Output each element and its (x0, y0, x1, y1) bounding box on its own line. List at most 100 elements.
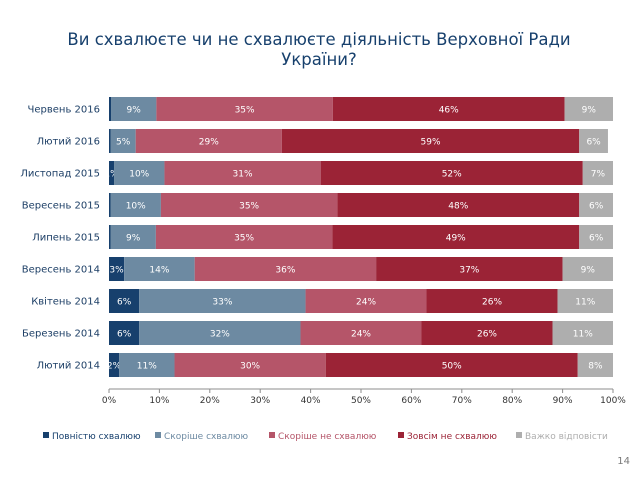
bar-segment (557, 289, 613, 313)
bar-segment (562, 257, 613, 281)
data-label: 11% (575, 298, 595, 308)
bar-segment (109, 289, 140, 313)
data-label: 11% (137, 362, 157, 372)
bar-segment (109, 97, 112, 121)
data-label: 35% (235, 106, 255, 116)
category-label: Вересень 2015 (22, 201, 100, 212)
legend-label: Скоріше схвалюю (164, 432, 248, 442)
bar-segment (332, 97, 565, 121)
bar-segment (156, 97, 333, 121)
bar-segment (320, 161, 583, 185)
data-label: 5% (116, 138, 131, 148)
data-label: 8% (588, 362, 603, 372)
data-label: 9% (581, 266, 596, 276)
bar-segment (579, 129, 608, 153)
data-label: 2% (107, 362, 122, 372)
bar-segment (281, 129, 580, 153)
bar-segment (110, 225, 156, 249)
data-label: 35% (239, 202, 259, 212)
data-label: 14% (149, 266, 169, 276)
bar-segment (109, 257, 125, 281)
bar-segment (305, 289, 427, 313)
data-label: 10% (129, 170, 149, 180)
bar-segment (564, 97, 613, 121)
bar-segment (109, 161, 115, 185)
data-label: 10% (126, 202, 146, 212)
data-label: 49% (446, 234, 466, 244)
data-label: 1% (104, 170, 119, 180)
x-tick-label: 70% (452, 396, 472, 406)
data-label: 9% (582, 106, 597, 116)
bar-segment (579, 193, 613, 217)
bar-segment (332, 225, 580, 249)
x-tick-label: 20% (200, 396, 220, 406)
chart-title: Ви схвалюєте чи не схвалюєте діяльність … (0, 30, 638, 70)
bar-segment (337, 193, 580, 217)
data-label: 24% (351, 330, 371, 340)
data-label: 37% (459, 266, 479, 276)
data-label: 6% (589, 202, 604, 212)
page-number: 14 (617, 456, 630, 467)
bar-segment (552, 321, 613, 345)
bar-segment (300, 321, 422, 345)
data-label: 50% (442, 362, 462, 372)
bar-segment (124, 257, 195, 281)
data-label: 30% (240, 362, 260, 372)
category-label: Листопад 2015 (20, 169, 100, 180)
data-label: 9% (127, 106, 142, 116)
data-label: 6% (589, 234, 604, 244)
bar-segment (194, 257, 377, 281)
bar-segment (119, 353, 175, 377)
data-label: 24% (356, 298, 376, 308)
bar-segment (139, 289, 306, 313)
bar-segment (109, 193, 111, 217)
data-label: 3% (109, 266, 124, 276)
bar-segment (579, 225, 613, 249)
legend-swatch (516, 432, 522, 438)
x-tick-label: 100% (600, 396, 626, 406)
data-label: 52% (442, 170, 462, 180)
chart-title-line-1: Ви схвалюєте чи не схвалюєте діяльність … (67, 30, 571, 49)
bar-segment (582, 161, 613, 185)
data-label: 31% (233, 170, 253, 180)
bar-segment (577, 353, 613, 377)
legend-swatch (398, 432, 404, 438)
category-label: Вересень 2014 (22, 265, 100, 276)
bar-segment (174, 353, 326, 377)
bar-segment (110, 129, 136, 153)
data-label: 33% (212, 298, 232, 308)
category-label: Березень 2014 (22, 329, 100, 340)
x-tick-label: 90% (553, 396, 573, 406)
legend-swatch (269, 432, 275, 438)
data-label: 29% (199, 138, 219, 148)
x-tick-label: 60% (401, 396, 421, 406)
data-label: 11% (573, 330, 593, 340)
bar-segment (135, 129, 282, 153)
legend-label: Зовсім не схвалюю (407, 432, 497, 442)
x-tick-label: 30% (250, 396, 270, 406)
x-tick-label: 80% (502, 396, 522, 406)
bar-segment (376, 257, 563, 281)
data-label: 6% (117, 330, 132, 340)
bar-segment (109, 353, 120, 377)
x-tick-label: 0% (102, 396, 117, 406)
bar-segment (109, 225, 111, 249)
legend-label: Важко відповісти (525, 432, 608, 442)
data-label: 48% (448, 202, 468, 212)
category-label: Лютий 2014 (37, 361, 100, 372)
bar-segment (114, 161, 165, 185)
bar-segment (325, 353, 578, 377)
bar-segment (110, 193, 161, 217)
data-label: 36% (275, 266, 295, 276)
data-label: 26% (482, 298, 502, 308)
data-label: 59% (421, 138, 441, 148)
bar-segment (109, 321, 140, 345)
data-label: 35% (234, 234, 254, 244)
x-tick-label: 50% (351, 396, 371, 406)
legend-swatch (43, 432, 49, 438)
legend-label: Повністю схвалюю (52, 432, 141, 442)
x-tick-label: 40% (301, 396, 321, 406)
category-label: Червень 2016 (28, 105, 100, 116)
bar-segment (155, 225, 333, 249)
